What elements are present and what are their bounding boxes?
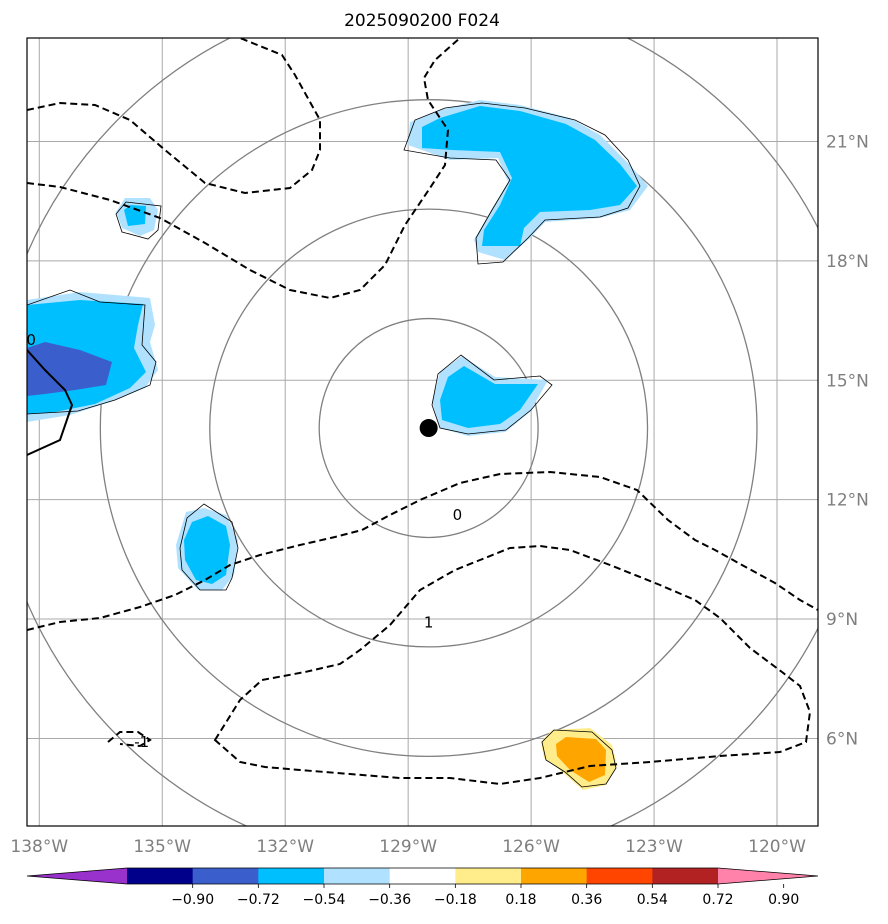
fill-region-small-cyan xyxy=(124,205,146,226)
thin-contour-ne xyxy=(403,102,641,265)
lat-label-3: 12°N xyxy=(826,491,869,511)
lat-label-5: 6°N xyxy=(826,729,858,749)
colorbar-tick-label-3: −0.36 xyxy=(368,892,411,908)
range-ring-3 xyxy=(99,99,758,758)
colorbar-segment-3 xyxy=(324,868,391,884)
contour-north-inner-dashed xyxy=(27,38,461,300)
dashed-contours xyxy=(27,38,818,786)
longitude-labels: 138°W 135°W 132°W 129°W 126°W 123°W 120°W xyxy=(10,837,806,857)
fill-region-west-blue xyxy=(27,342,112,396)
colorbar-segment-2 xyxy=(258,868,325,884)
colorbar-tick-label-8: 0.72 xyxy=(702,892,733,908)
storm-center-marker xyxy=(419,419,438,438)
lon-label-1: 135°W xyxy=(133,837,191,857)
colorbar-segment-0 xyxy=(127,868,194,884)
shaded-anomaly-fields xyxy=(27,100,648,790)
lon-label-6: 120°W xyxy=(748,837,806,857)
solid-contours xyxy=(27,349,74,456)
range-ring-2 xyxy=(209,208,649,648)
contour-labels: 0 1 -1 0 xyxy=(26,331,463,751)
lon-label-5: 123°W xyxy=(625,837,683,857)
colorbar-segment-8 xyxy=(652,868,719,884)
contour-label-0: 0 xyxy=(453,506,463,524)
thin-contour-west xyxy=(27,289,157,415)
colorbar-tick-label-9: 0.90 xyxy=(768,892,799,908)
colorbar-extend-low xyxy=(27,868,127,884)
lat-label-0: 21°N xyxy=(826,132,869,152)
colorbar-segment-4 xyxy=(389,868,456,884)
colorbar-segment-6 xyxy=(521,868,588,884)
colorbar-tick-label-4: −0.18 xyxy=(434,892,477,908)
colorbar-tick-label-1: −0.72 xyxy=(237,892,280,908)
lon-label-2: 132°W xyxy=(256,837,314,857)
colorbar-segment-7 xyxy=(586,868,653,884)
contour-label-1: 1 xyxy=(424,614,434,632)
fill-region-center-cyan xyxy=(440,366,538,428)
colorbar-tick-label-5: 0.18 xyxy=(505,892,536,908)
contour-solid-west xyxy=(27,349,74,456)
fill-region-se-orange xyxy=(556,737,606,782)
colorbar-extend-high xyxy=(718,868,818,884)
colorbar-outline xyxy=(26,867,819,885)
range-ring-1 xyxy=(318,317,539,539)
contour-label-2: -1 xyxy=(134,733,149,751)
thin-contour-small xyxy=(115,201,162,240)
contour-label-3: 0 xyxy=(26,331,36,349)
lon-label-4: 126°W xyxy=(502,837,560,857)
lat-label-1: 18°N xyxy=(826,252,869,272)
lat-label-4: 9°N xyxy=(826,610,858,630)
fill-region-ne-cyan xyxy=(422,106,637,246)
latitude-labels: 21°N 18°N 15°N 12°N 9°N 6°N xyxy=(826,132,869,749)
graticule xyxy=(27,38,818,826)
chart-title: 2025090200 F024 xyxy=(344,11,500,31)
thin-contour-center xyxy=(431,354,553,435)
lon-label-3: 129°W xyxy=(379,837,437,857)
lat-label-2: 15°N xyxy=(826,371,869,391)
contour-one-dashed xyxy=(213,544,812,786)
contour-zero-dashed xyxy=(27,470,818,631)
colorbar-tick-label-0: −0.90 xyxy=(171,892,214,908)
colorbar-segment-5 xyxy=(455,868,522,884)
colorbar-tick-label-6: 0.36 xyxy=(571,892,602,908)
range-rings xyxy=(27,38,818,826)
colorbar-tick-label-7: 0.54 xyxy=(637,892,668,908)
map-plot-area: 0 1 -1 0 xyxy=(26,38,818,826)
colorbar-tick-label-2: −0.54 xyxy=(303,892,346,908)
thin-contour-se xyxy=(541,729,617,788)
colorbar: −0.90 −0.72 −0.54 −0.36 −0.18 0.18 0.36 0.54 0.7… xyxy=(26,867,819,908)
lon-label-0: 138°W xyxy=(10,837,68,857)
contour-north-dashed xyxy=(27,38,321,195)
contour-minus-one-dashed xyxy=(107,731,152,748)
colorbar-segment-1 xyxy=(192,868,259,884)
fill-region-sw-cyan xyxy=(184,516,230,584)
map-frame xyxy=(26,37,819,827)
